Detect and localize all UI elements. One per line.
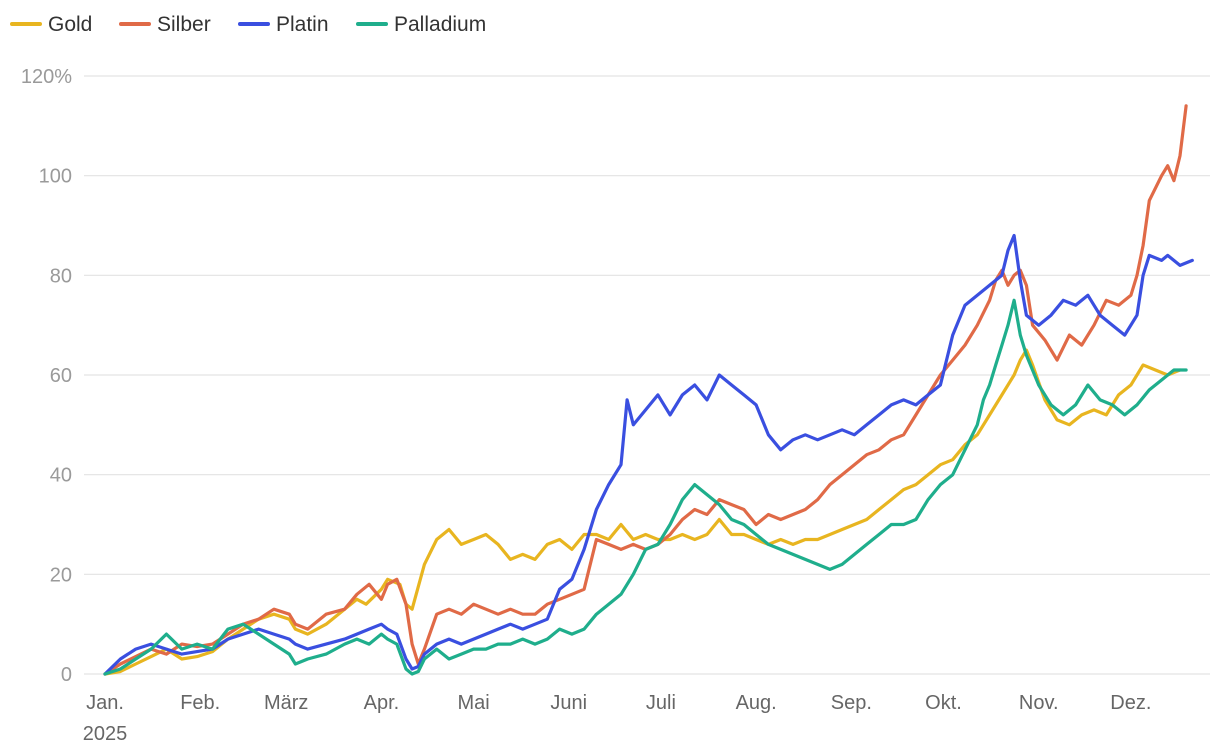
legend-label-palladium: Palladium	[394, 13, 486, 36]
x-tick-label: März	[264, 692, 308, 714]
x-tick-label: Okt.	[925, 692, 962, 714]
legend-label-silber: Silber	[157, 13, 211, 36]
x-tick-label: Nov.	[1019, 692, 1059, 714]
series-line-palladium	[103, 298, 1188, 676]
y-axis-ticks: 0 20 40 60 80 100 120%	[21, 66, 72, 686]
legend-label-gold: Gold	[48, 13, 92, 36]
series-lines	[103, 104, 1194, 676]
x-tick-sublabel: 2025	[83, 723, 128, 745]
y-tick-label: 0	[61, 664, 72, 686]
x-tick-label: Aug.	[736, 692, 777, 714]
legend-label-platin: Platin	[276, 13, 329, 36]
y-tick-label: 100	[39, 166, 72, 188]
x-tick-label: Jan.	[86, 692, 124, 714]
gridlines	[84, 75, 1210, 675]
x-tick-label: Juli	[646, 692, 676, 714]
series-line-platin	[103, 233, 1194, 676]
x-tick-label: Juni	[550, 692, 587, 714]
y-tick-label: 120%	[21, 66, 72, 88]
x-tick-label: Dez.	[1110, 692, 1151, 714]
x-tick-label: Mai	[457, 692, 489, 714]
y-tick-label: 40	[50, 465, 72, 487]
x-tick-label: Sep.	[831, 692, 872, 714]
series-line-silber	[103, 104, 1188, 676]
x-axis-ticks: Jan. 2025 Feb. März Apr. Mai Juni Juli Aug. Sep. O…	[83, 692, 1152, 745]
series-line-gold	[103, 348, 1182, 676]
x-tick-label: Apr.	[364, 692, 400, 714]
y-tick-label: 20	[50, 564, 72, 586]
y-tick-label: 60	[50, 365, 72, 387]
legend: Gold Silber Platin Palladium	[10, 13, 486, 36]
x-tick-label: Feb.	[180, 692, 220, 714]
y-tick-label: 80	[50, 265, 72, 287]
